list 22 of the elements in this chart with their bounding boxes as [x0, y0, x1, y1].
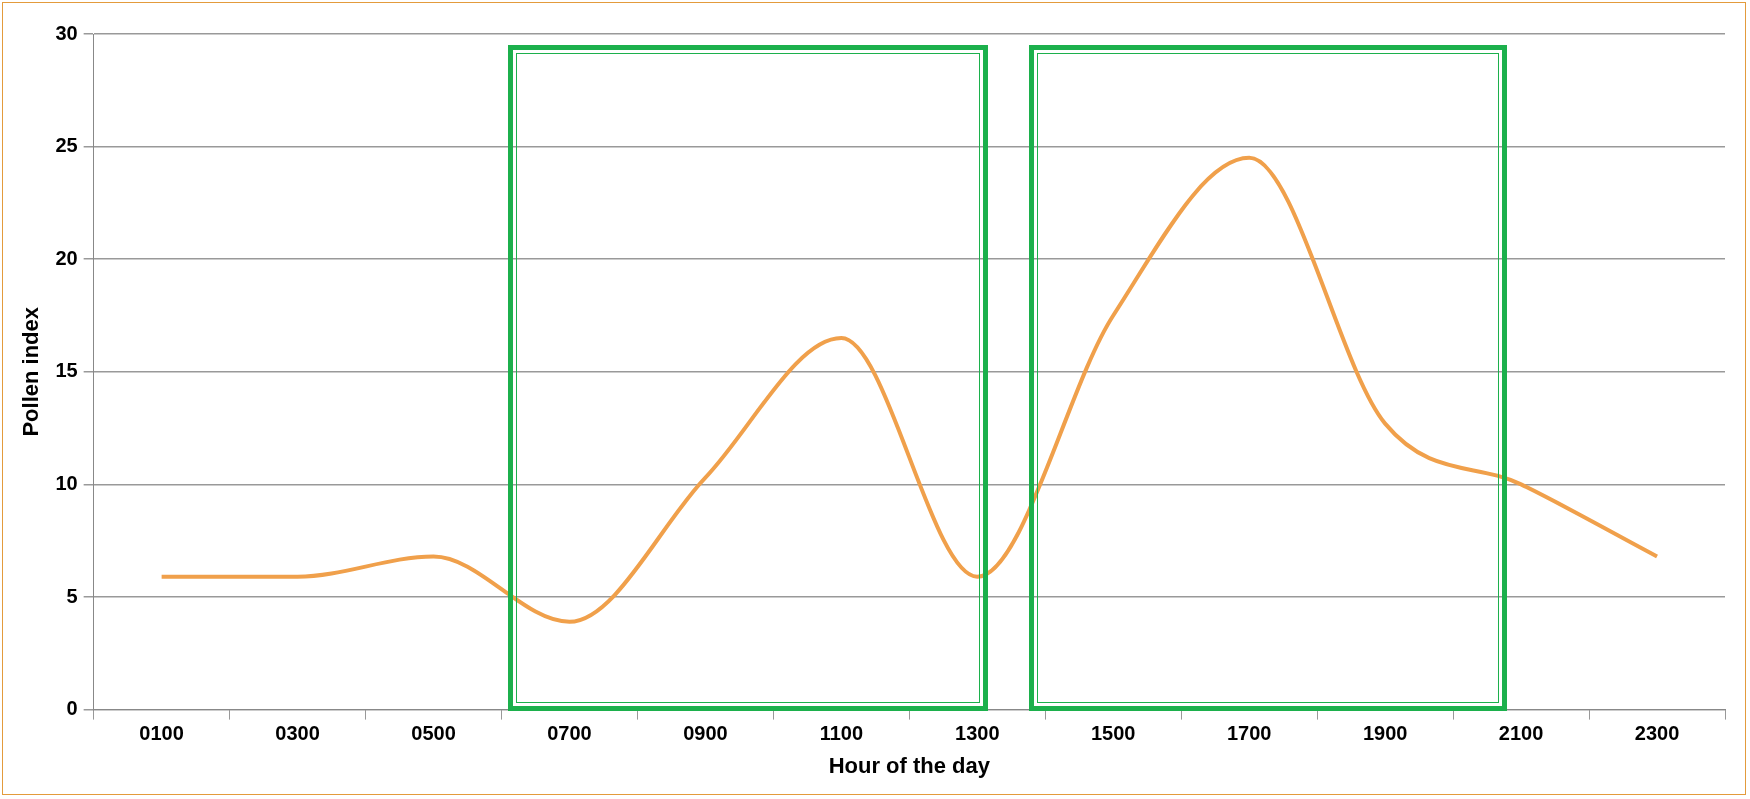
y-tick-label: 30 — [55, 21, 78, 44]
x-tick-label: 1900 — [1362, 722, 1408, 745]
x-axis-title: Hour of the day — [828, 752, 991, 778]
y-tick-label: 15 — [55, 359, 78, 382]
x-tick-label: 0300 — [275, 722, 320, 745]
x-tick-label: 1300 — [955, 722, 1000, 745]
x-tick-label: 1500 — [1090, 722, 1136, 745]
line-series — [159, 155, 1660, 624]
y-tick-label: 25 — [55, 134, 78, 157]
x-tick-label: 1700 — [1226, 722, 1272, 745]
x-tick-label: 2300 — [1634, 722, 1680, 745]
x-tick-label: 0100 — [139, 722, 184, 745]
y-tick-label: 5 — [66, 584, 78, 607]
x-tick-label: 2100 — [1498, 722, 1544, 745]
y-axis-title: Pollen index — [18, 306, 44, 437]
x-tick-label: 0700 — [547, 722, 592, 745]
x-tick-label: 0900 — [683, 722, 728, 745]
x-tick-label: 0500 — [411, 722, 456, 745]
y-tick-label: 0 — [66, 697, 78, 720]
y-tick-label: 10 — [55, 471, 78, 494]
x-tick-label: 1100 — [819, 722, 864, 745]
y-tick-label: 20 — [55, 246, 78, 269]
